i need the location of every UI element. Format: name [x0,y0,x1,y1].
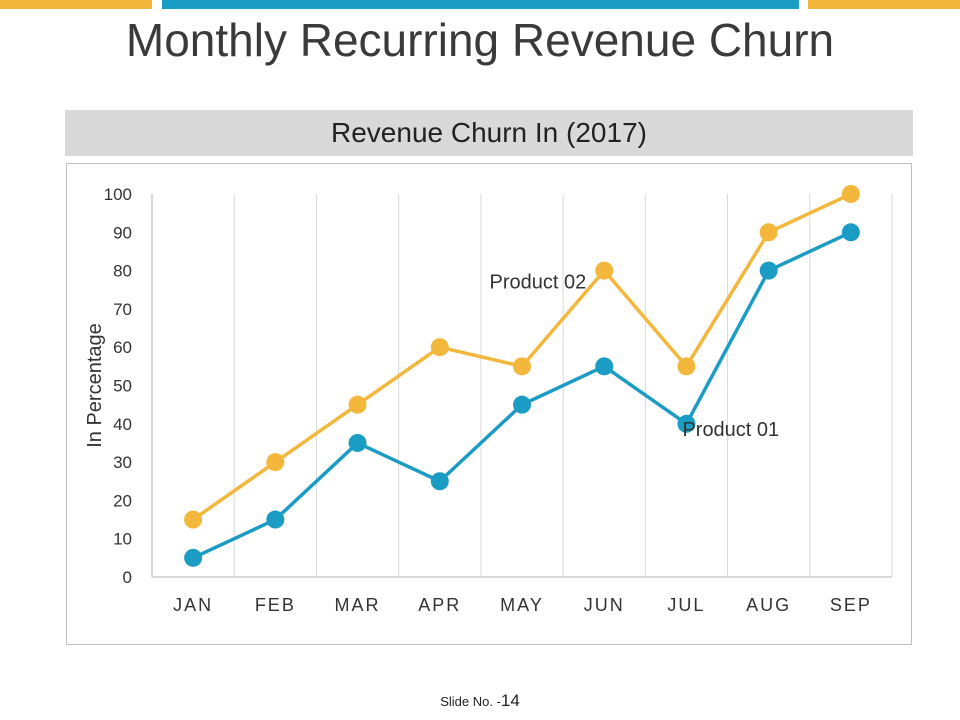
top-accent-bar-center [162,0,799,9]
x-tick-label: JUN [584,595,625,615]
data-point [513,357,531,376]
series-label: Product 01 [682,419,779,441]
y-axis-title: In Percentage [84,323,106,448]
series-label: Product 02 [489,272,586,294]
x-tick-label: JUL [667,595,705,615]
data-point [595,261,614,280]
line-chart: 0 10 20 30 40 50 60 70 80 90 100 JAN FEB MAR APR MAY JUN… [84,185,893,615]
x-tick-label: MAY [500,595,544,615]
data-point [266,453,285,472]
x-tick-label: MAR [335,595,381,615]
y-tick-label: 100 [104,185,132,204]
x-tick-label: AUG [746,595,791,615]
chart-title: Revenue Churn In (2017) [65,110,913,156]
data-point [184,548,203,567]
y-tick-label: 20 [113,491,132,510]
slide-number-value: 14 [500,691,520,710]
data-point [430,338,449,357]
data-point [759,223,778,242]
data-point [430,472,449,491]
data-point [677,414,696,433]
y-tick-label: 60 [113,338,132,357]
data-point [266,510,285,529]
y-tick-label: 10 [113,530,132,549]
data-point [348,433,367,452]
y-tick-label: 80 [113,262,132,281]
data-point [677,357,696,376]
y-tick-label: 40 [113,415,132,434]
y-tick-label: 90 [113,223,132,242]
top-accent-bar-right [808,0,960,9]
y-tick-label: 0 [123,568,132,587]
data-point [841,185,860,203]
series-line [192,192,852,521]
data-point [759,261,778,280]
slide-title: Monthly Recurring Revenue Churn [125,14,835,66]
slide-number-label: Slide No. - [440,694,501,709]
data-point [841,223,860,242]
y-tick-label: 30 [113,453,132,472]
slide-number: Slide No. -14 [0,691,960,711]
data-point [595,357,614,376]
y-tick-label: 70 [113,300,132,319]
data-point [348,395,367,414]
chart-area: 0 10 20 30 40 50 60 70 80 90 100 JAN FEB MAR APR MAY JUN… [66,163,912,645]
x-tick-label: SEP [830,595,872,615]
x-tick-label: APR [418,595,461,615]
top-accent-bar-left [0,0,152,9]
y-tick-label: 50 [113,377,132,396]
data-point [184,510,203,529]
x-tick-label: FEB [255,595,296,615]
x-tick-label: JAN [173,595,213,615]
data-point [513,395,531,414]
